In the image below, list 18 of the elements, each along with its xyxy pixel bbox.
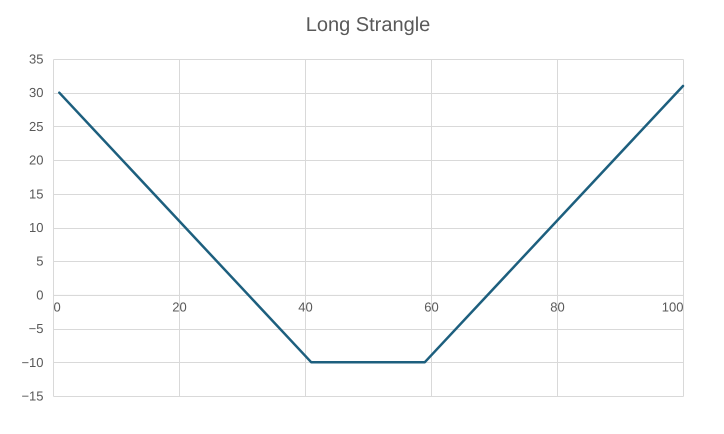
chart-title: Long Strangle <box>306 14 430 36</box>
x-tick-label: 60 <box>424 299 439 314</box>
y-tick-label: 20 <box>29 152 44 168</box>
y-tick-label: 30 <box>29 85 44 100</box>
y-tick-label: 15 <box>29 186 44 202</box>
y-tick-label: 35 <box>29 52 44 66</box>
x-tick-label: 40 <box>298 299 313 314</box>
y-tick-label: 0 <box>36 287 44 302</box>
y-tick-label: −10 <box>21 354 44 370</box>
y-tick-label: 10 <box>29 220 44 235</box>
y-tick-label: 25 <box>29 118 44 134</box>
x-tick-label: 20 <box>172 299 187 314</box>
x-tick-label: 80 <box>550 299 565 314</box>
y-tick-label: 5 <box>36 254 44 269</box>
x-tick-label: 100 <box>662 299 684 314</box>
y-tick-label: −15 <box>21 388 44 404</box>
y-tick-label: −5 <box>28 321 44 336</box>
x-tick-label: 0 <box>54 299 61 314</box>
